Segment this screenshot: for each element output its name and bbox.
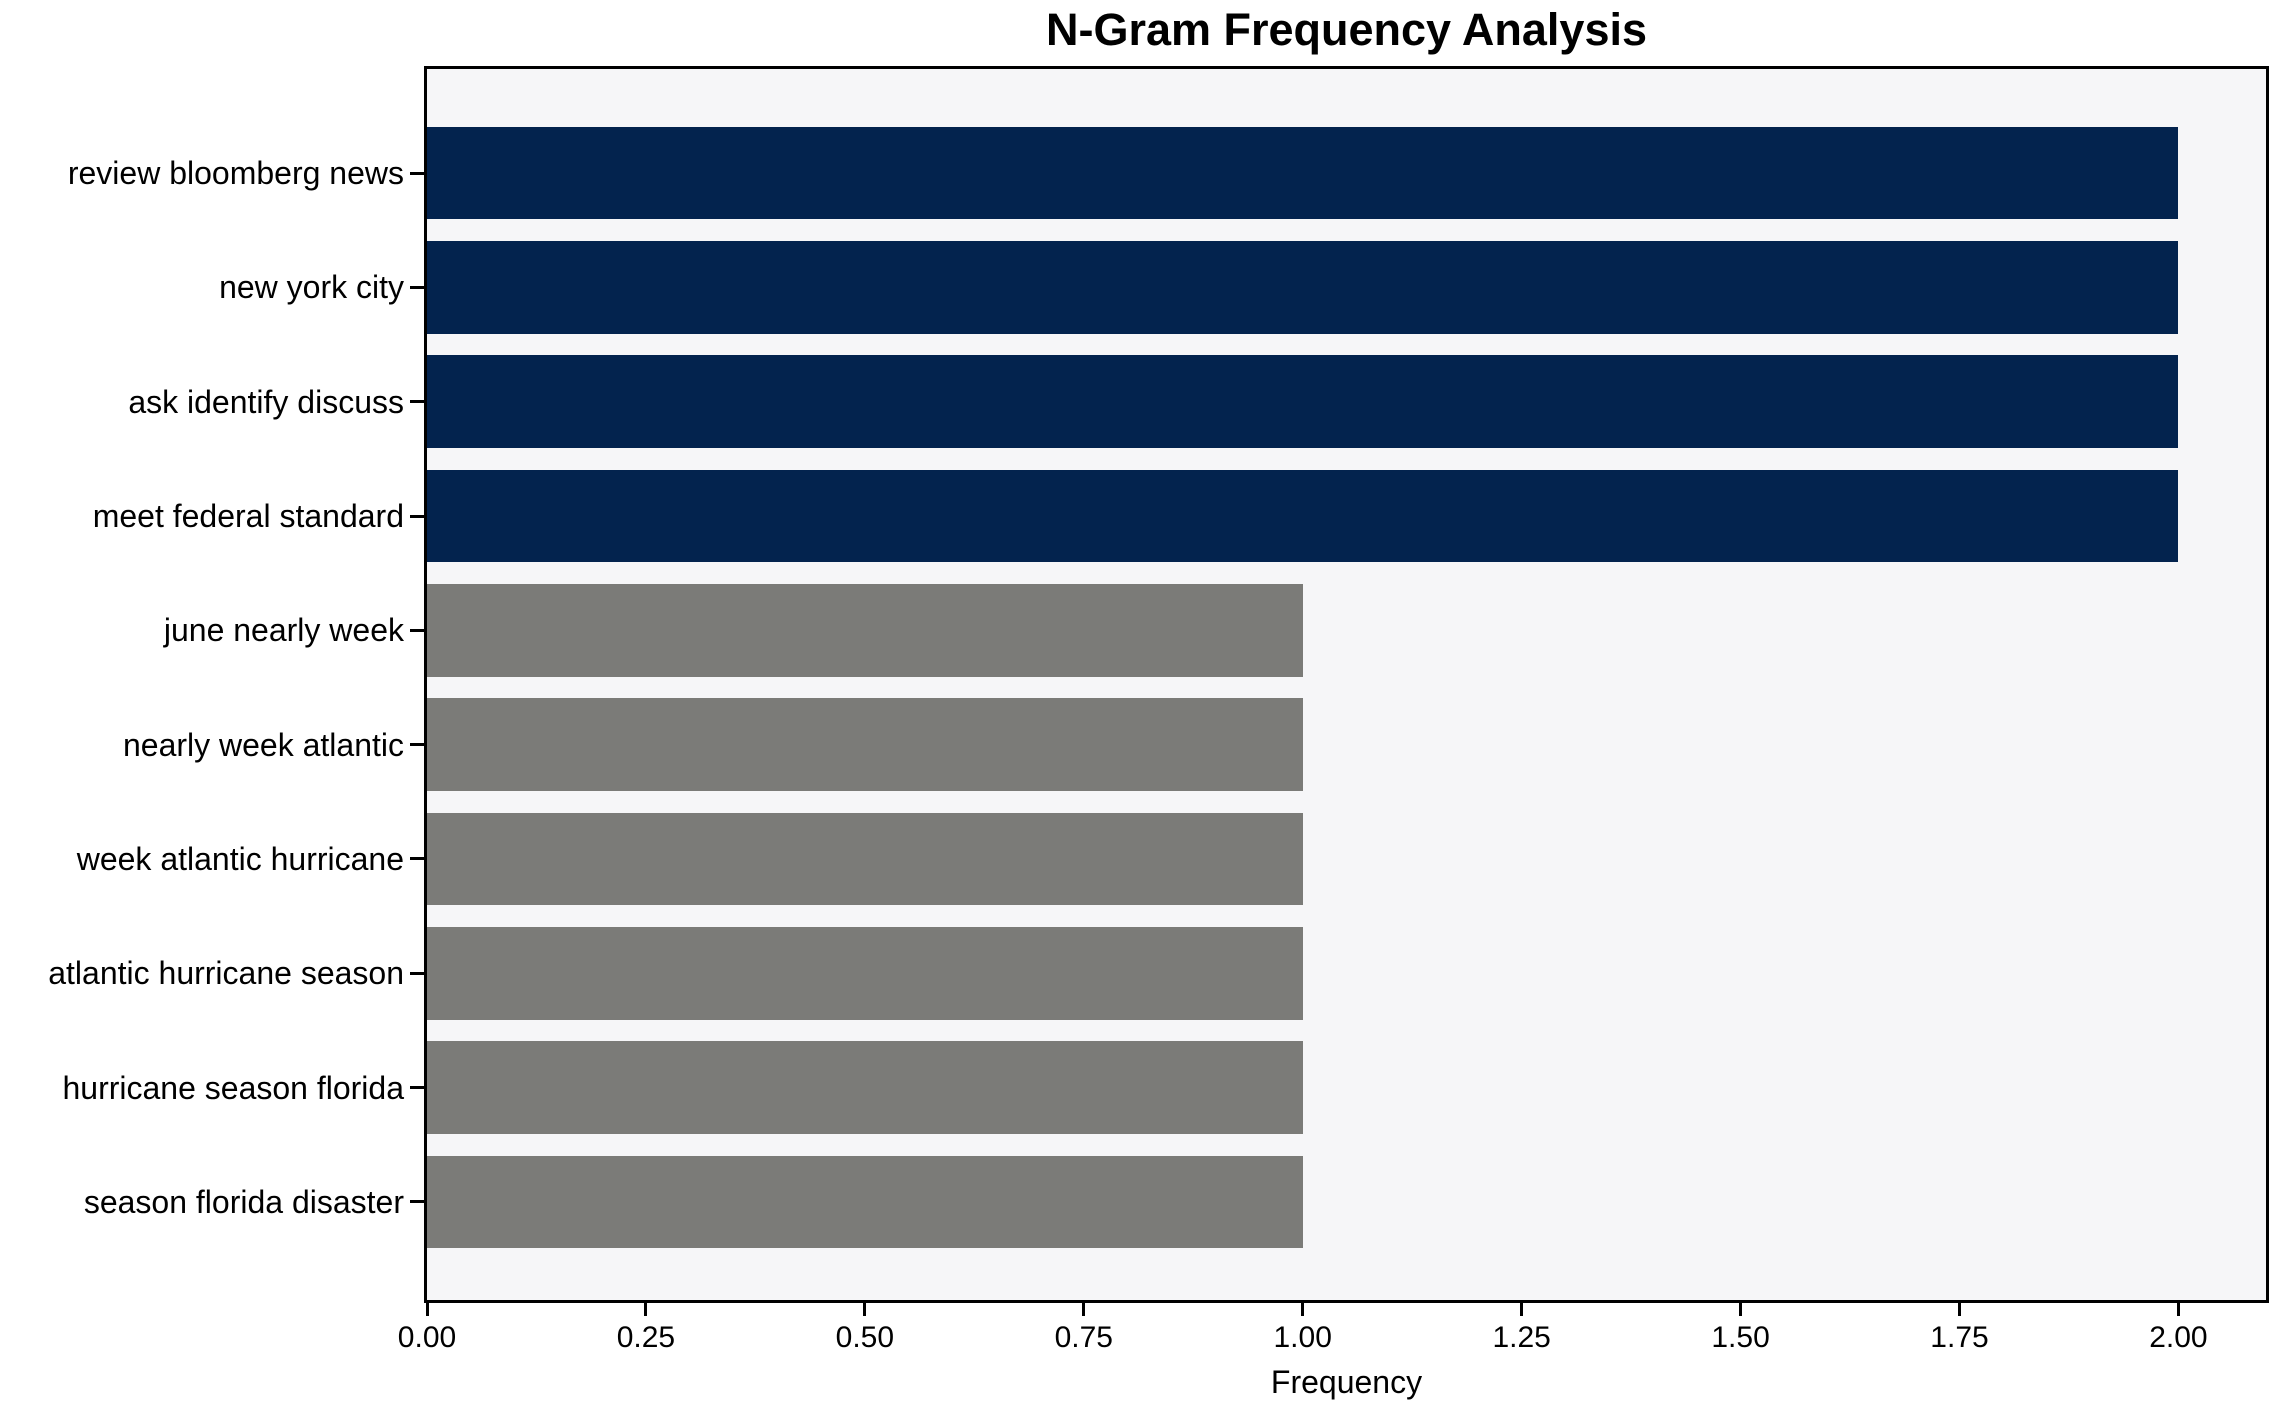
y-tick-label: review bloomberg news	[67, 155, 404, 192]
x-tick-mark	[1520, 1303, 1524, 1316]
x-tick-mark	[644, 1303, 648, 1316]
x-tick-label: 0.50	[835, 1321, 895, 1354]
y-tick-mark	[410, 1200, 424, 1204]
bar	[427, 126, 2179, 220]
y-tick-mark	[410, 971, 424, 975]
bar	[427, 1155, 1303, 1249]
y-tick-label: hurricane season florida	[62, 1069, 404, 1106]
y-tick-mark	[410, 857, 424, 861]
x-tick-label: 1.75	[1930, 1321, 1989, 1354]
x-tick-label: 0.75	[1054, 1321, 1113, 1354]
y-tick-mark	[410, 743, 424, 747]
bar-row	[427, 459, 2266, 573]
x-tick-mark	[425, 1303, 429, 1316]
bar	[427, 812, 1303, 906]
x-axis: 0.00 0.25 0.50 0.75 1.00 1.25 1.50 1.75 2.00	[398, 1303, 2269, 1373]
bar	[427, 926, 1303, 1020]
x-tick-mark	[2176, 1303, 2180, 1316]
bar-row	[427, 1145, 2266, 1259]
y-tick-label: season florida disaster	[83, 1183, 404, 1220]
y-tick-label: nearly week atlantic	[122, 726, 404, 763]
bar	[427, 584, 1303, 677]
bar-row	[427, 1030, 2266, 1144]
x-tick-label: 1.25	[1492, 1321, 1551, 1354]
x-tick-mark	[1739, 1303, 1743, 1316]
x-tick-label: 0.00	[397, 1321, 457, 1354]
chart-title: N-Gram Frequency Analysis	[1045, 4, 1648, 55]
y-tick-mark	[410, 400, 424, 404]
bar-row	[427, 687, 2266, 801]
x-axis-label: Frequency	[1270, 1364, 1423, 1400]
y-tick-label: ask identify discuss	[128, 383, 404, 420]
y-tick-mark	[410, 285, 424, 289]
y-tick-label: atlantic hurricane season	[48, 955, 404, 992]
y-tick-label: week atlantic hurricane	[76, 840, 404, 877]
bar-row	[427, 802, 2266, 916]
plot-area	[424, 66, 2269, 1303]
x-tick-mark	[1082, 1303, 1086, 1316]
bar	[427, 1041, 1303, 1134]
x-tick-label: 1.50	[1711, 1321, 1770, 1354]
bar-row	[427, 230, 2266, 344]
y-tick-mark	[410, 171, 424, 175]
y-tick-label: june nearly week	[163, 612, 404, 649]
bar-row	[427, 916, 2266, 1030]
y-tick-label: meet federal standard	[92, 498, 404, 535]
y-tick-mark	[410, 514, 424, 518]
bar	[427, 241, 2179, 334]
x-tick-mark	[863, 1303, 867, 1316]
x-tick-label: 0.25	[616, 1321, 676, 1354]
y-axis: review bloomberg news new york city ask id…	[0, 66, 424, 1303]
bar	[427, 469, 2179, 563]
bar	[427, 355, 2179, 449]
x-tick-mark	[1958, 1303, 1961, 1316]
y-tick-mark	[410, 628, 424, 632]
x-tick-mark	[1301, 1303, 1305, 1316]
y-tick-mark	[410, 1086, 424, 1090]
y-tick-label: new york city	[219, 269, 404, 306]
bar-row	[427, 573, 2266, 687]
x-tick-label: 2.00	[2149, 1321, 2208, 1354]
bar-row	[427, 345, 2266, 459]
bar	[427, 698, 1303, 791]
x-tick-label: 1.00	[1273, 1321, 1332, 1354]
bar-row	[427, 116, 2266, 230]
